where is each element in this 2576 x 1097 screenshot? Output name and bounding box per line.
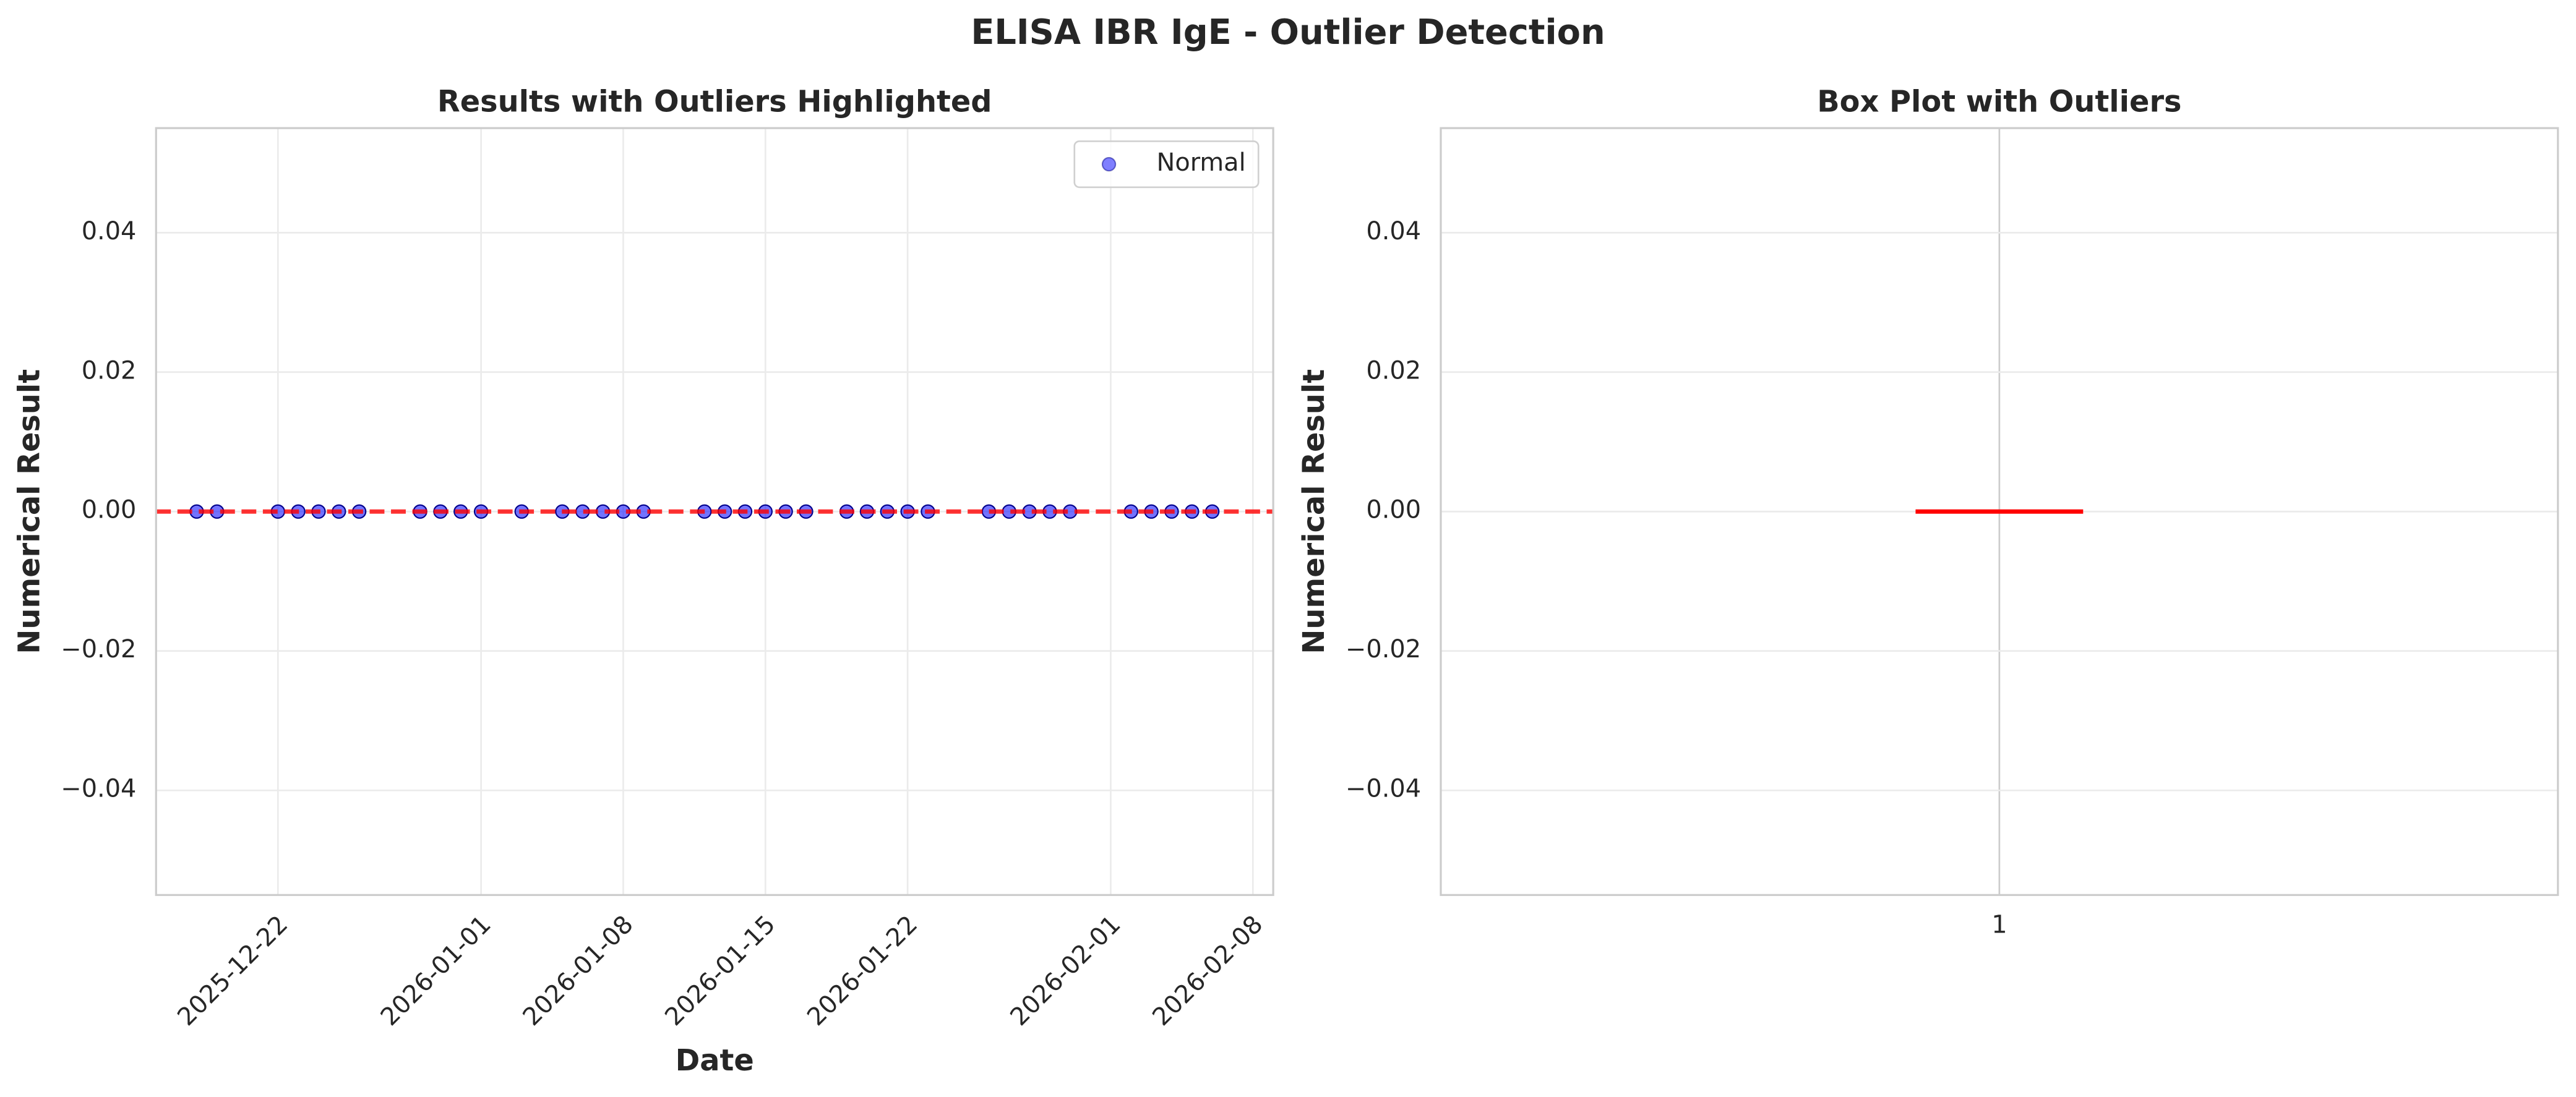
x-axis-label: Date [676,1044,754,1078]
axes-frame [155,127,1274,896]
y-axis-label: Numerical Result [12,369,46,654]
legend-label: Normal [1157,148,1246,177]
legend-box [1073,140,1260,189]
y-tick-label: 0.02 [82,356,137,385]
y-tick-label: −0.02 [1346,635,1421,664]
y-tick-label: 0.04 [1366,217,1421,245]
axes-title: Box Plot with Outliers [1817,85,2181,119]
y-tick-label: 0.02 [1366,356,1421,385]
y-tick-label: 0.04 [82,217,137,245]
y-tick-label: −0.04 [61,775,136,803]
y-tick-label: −0.04 [1346,775,1421,803]
legend: Normal [1073,140,1260,189]
y-tick-label: 0.00 [82,496,137,524]
y-tick-label: −0.02 [61,635,136,664]
legend-marker [1101,156,1117,172]
y-axis-label: Numerical Result [1297,369,1331,654]
y-tick-label: 0.00 [1366,496,1421,524]
x-tick-label: 1 [1991,910,2007,939]
axes-frame [1440,127,2559,896]
figure-title: ELISA IBR IgE - Outlier Detection [971,12,1605,53]
axes-title: Results with Outliers Highlighted [437,85,992,119]
